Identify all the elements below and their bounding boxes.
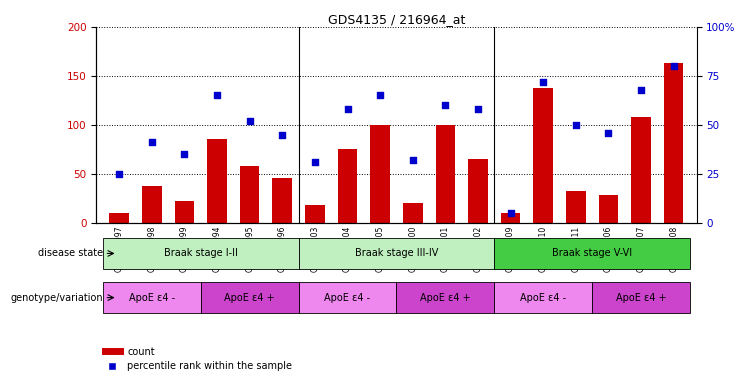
Bar	[305, 205, 325, 223]
Bar	[175, 201, 194, 223]
Bar	[566, 191, 585, 223]
Point	[146, 139, 158, 146]
Bar	[201, 282, 299, 313]
Text: Braak stage V-VI: Braak stage V-VI	[552, 248, 632, 258]
Point	[309, 159, 321, 165]
Bar	[273, 178, 292, 223]
Text: ApoE ε4 -: ApoE ε4 -	[129, 293, 175, 303]
Legend: count, percentile rank within the sample: count, percentile rank within the sample	[102, 343, 296, 375]
Text: ApoE ε4 -: ApoE ε4 -	[325, 293, 370, 303]
Point	[602, 129, 614, 136]
Point	[276, 131, 288, 138]
Point	[472, 106, 484, 112]
Text: Braak stage I-II: Braak stage I-II	[164, 248, 238, 258]
Point	[342, 106, 353, 112]
Bar	[664, 63, 683, 223]
Bar	[207, 139, 227, 223]
Bar	[436, 125, 455, 223]
Point	[179, 151, 190, 157]
Point	[668, 63, 679, 69]
Bar	[142, 185, 162, 223]
Text: genotype/variation: genotype/variation	[10, 293, 103, 303]
Text: disease state: disease state	[38, 248, 103, 258]
Title: GDS4135 / 216964_at: GDS4135 / 216964_at	[328, 13, 465, 26]
Text: ApoE ε4 +: ApoE ε4 +	[616, 293, 666, 303]
Point	[407, 157, 419, 163]
Bar	[501, 213, 520, 223]
Bar	[494, 238, 690, 269]
Bar	[103, 282, 201, 313]
Text: ApoE ε4 +: ApoE ε4 +	[420, 293, 471, 303]
Text: Braak stage III-IV: Braak stage III-IV	[355, 248, 438, 258]
Bar	[240, 166, 259, 223]
Bar	[110, 213, 129, 223]
Bar	[370, 125, 390, 223]
Bar	[299, 238, 494, 269]
Bar	[338, 149, 357, 223]
Point	[537, 79, 549, 85]
Bar	[299, 282, 396, 313]
Point	[113, 170, 125, 177]
Bar	[592, 282, 690, 313]
Point	[244, 118, 256, 124]
Point	[211, 92, 223, 98]
Point	[635, 86, 647, 93]
Bar	[103, 238, 299, 269]
Text: ApoE ε4 -: ApoE ε4 -	[520, 293, 566, 303]
Point	[439, 102, 451, 108]
Bar	[494, 282, 592, 313]
Bar	[534, 88, 553, 223]
Bar	[396, 282, 494, 313]
Bar	[631, 117, 651, 223]
Point	[570, 122, 582, 128]
Point	[374, 92, 386, 98]
Bar	[599, 195, 618, 223]
Bar	[468, 159, 488, 223]
Point	[505, 210, 516, 216]
Bar	[403, 203, 422, 223]
Text: ApoE ε4 +: ApoE ε4 +	[225, 293, 275, 303]
